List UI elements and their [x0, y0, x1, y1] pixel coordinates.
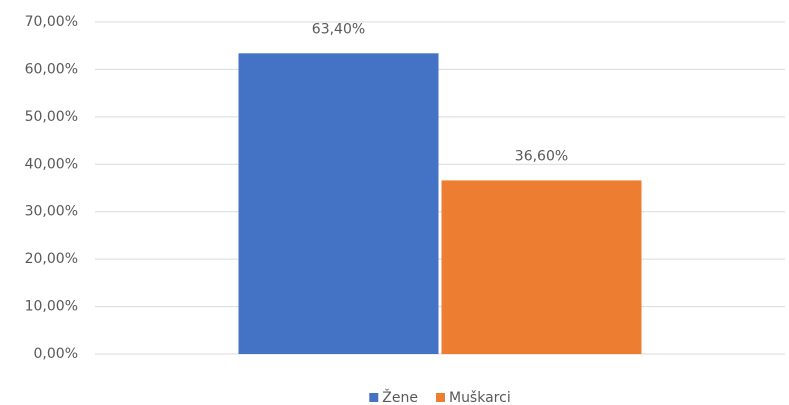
data-label: 36,60% — [515, 148, 568, 164]
bar — [238, 53, 439, 354]
y-tick-label: 60,00% — [25, 61, 78, 77]
y-tick-label: 20,00% — [25, 251, 78, 267]
legend-label: Žene — [382, 388, 418, 405]
legend-swatch — [435, 393, 445, 402]
y-tick-label: 50,00% — [25, 109, 78, 125]
y-tick-label: 40,00% — [25, 156, 78, 172]
data-label: 63,40% — [312, 21, 365, 37]
y-tick-label: 0,00% — [34, 346, 78, 362]
legend-label: Muškarci — [449, 390, 511, 405]
legend-swatch — [369, 393, 379, 402]
bar — [441, 180, 642, 354]
y-tick-label: 30,00% — [25, 204, 78, 220]
y-tick-label: 10,00% — [25, 299, 78, 315]
y-tick-label: 70,00% — [25, 14, 78, 30]
